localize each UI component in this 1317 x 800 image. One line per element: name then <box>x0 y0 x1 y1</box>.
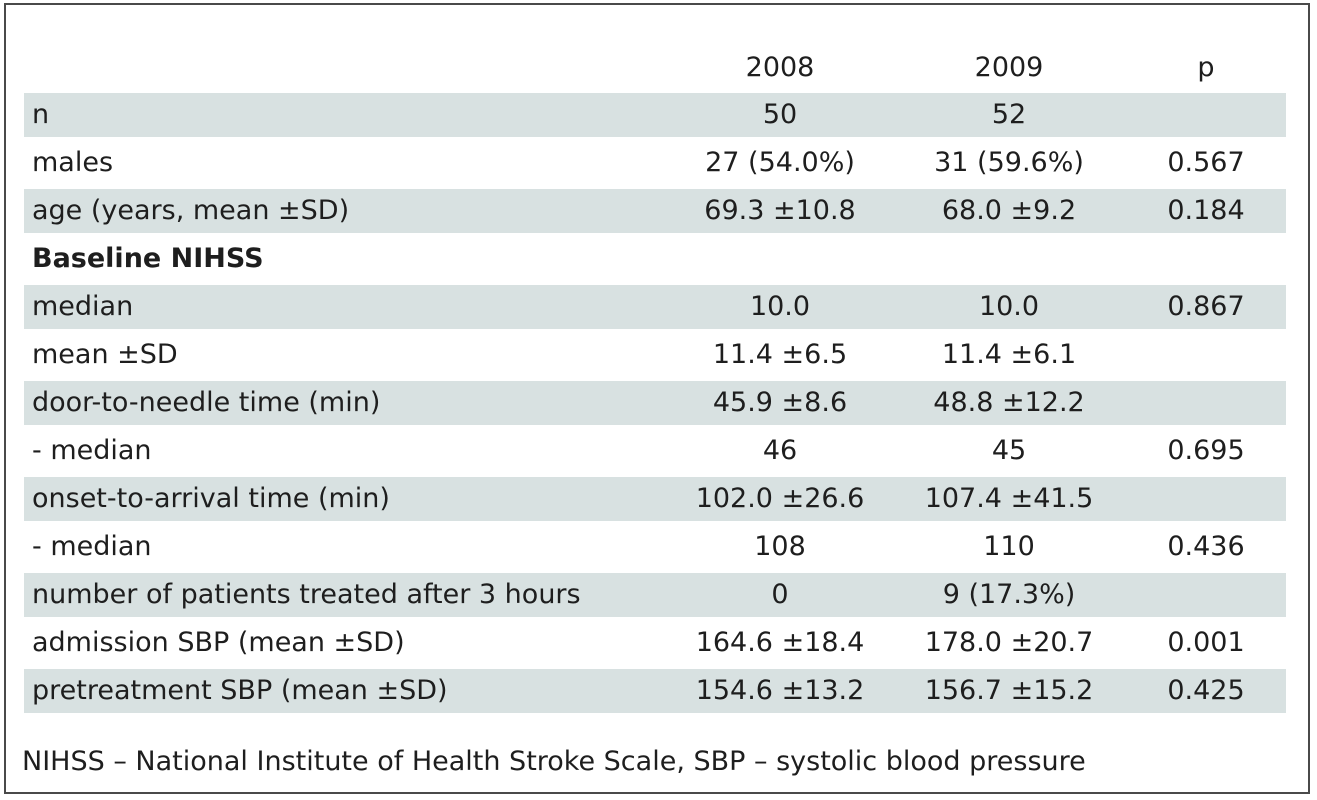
row-label: age (years, mean ±SD) <box>32 195 350 226</box>
table-row: males 27 (54.0%) 31 (59.6%) 0.567 <box>24 141 1286 185</box>
cell-2009: 11.4 ±6.1 <box>941 339 1077 370</box>
cell-2008: 45.9 ±8.6 <box>712 387 848 418</box>
row-label: - median <box>32 531 152 562</box>
cell-2009: 10.0 <box>978 291 1040 322</box>
cell-2009: 31 (59.6%) <box>934 147 1084 178</box>
cell-p: 0.425 <box>1167 675 1245 706</box>
data-table: 2008 2009 p n 50 52 males 27 (54.0%) 31 (59.6… <box>24 45 1286 717</box>
table-row: - median 108 110 0.436 <box>24 525 1286 569</box>
table-header-row: 2008 2009 p <box>24 45 1286 91</box>
cell-2008: 154.6 ±13.2 <box>695 675 865 706</box>
cell-2008: 69.3 ±10.8 <box>704 195 856 226</box>
table-body: n 50 52 males 27 (54.0%) 31 (59.6%) 0.567 age (… <box>24 93 1286 713</box>
row-label: mean ±SD <box>32 339 178 370</box>
row-label: door-to-needle time (min) <box>32 387 381 418</box>
row-label: males <box>32 147 114 178</box>
cell-2009: 48.8 ±12.2 <box>933 387 1085 418</box>
cell-p: 0.567 <box>1167 147 1245 178</box>
cell-2008: 50 <box>762 99 798 130</box>
row-label: admission SBP (mean ±SD) <box>32 627 405 658</box>
row-label: median <box>32 291 134 322</box>
cell-2008: 0 <box>771 579 789 610</box>
cell-2008: 10.0 <box>749 291 811 322</box>
cell-2009: 110 <box>983 531 1035 562</box>
cell-p: 0.184 <box>1167 195 1245 226</box>
cell-2008: 46 <box>762 435 798 466</box>
cell-2009: 9 (17.3%) <box>942 579 1076 610</box>
cell-p: 0.001 <box>1167 627 1245 658</box>
row-label: Baseline NIHSS <box>32 243 264 274</box>
row-label: number of patients treated after 3 hours <box>32 579 581 610</box>
table-row: onset-to-arrival time (min) 102.0 ±26.6 10… <box>24 477 1286 521</box>
header-p: p <box>1197 52 1215 83</box>
row-label: pretreatment SBP (mean ±SD) <box>32 675 448 706</box>
header-2009: 2009 <box>974 52 1044 83</box>
header-2008: 2008 <box>745 52 815 83</box>
table-frame <box>4 3 1310 794</box>
cell-2008: 27 (54.0%) <box>705 147 855 178</box>
table-row: pretreatment SBP (mean ±SD) 154.6 ±13.2 15… <box>24 669 1286 713</box>
cell-2008: 164.6 ±18.4 <box>695 627 865 658</box>
table-row: age (years, mean ±SD) 69.3 ±10.8 68.0 ±9.2… <box>24 189 1286 233</box>
table-row: median 10.0 10.0 0.867 <box>24 285 1286 329</box>
cell-2009: 107.4 ±41.5 <box>924 483 1094 514</box>
cell-2008: 102.0 ±26.6 <box>695 483 865 514</box>
cell-2009: 52 <box>991 99 1027 130</box>
table-row: Baseline NIHSS <box>24 237 1286 281</box>
row-label: onset-to-arrival time (min) <box>32 483 390 514</box>
table-row: - median 46 45 0.695 <box>24 429 1286 473</box>
cell-p: 0.695 <box>1167 435 1245 466</box>
cell-2008: 108 <box>754 531 806 562</box>
table-row: mean ±SD 11.4 ±6.5 11.4 ±6.1 <box>24 333 1286 377</box>
table-row: door-to-needle time (min) 45.9 ±8.6 48.8 ±… <box>24 381 1286 425</box>
table-row: admission SBP (mean ±SD) 164.6 ±18.4 178.0… <box>24 621 1286 665</box>
cell-2009: 45 <box>991 435 1027 466</box>
cell-2008: 11.4 ±6.5 <box>712 339 848 370</box>
cell-p: 0.867 <box>1167 291 1245 322</box>
cell-p: 0.436 <box>1167 531 1245 562</box>
row-label: n <box>32 99 50 130</box>
table-footnote: NIHSS – National Institute of Health Str… <box>22 746 1086 777</box>
table-row: number of patients treated after 3 hours… <box>24 573 1286 617</box>
cell-2009: 156.7 ±15.2 <box>924 675 1094 706</box>
cell-2009: 68.0 ±9.2 <box>941 195 1077 226</box>
row-label: - median <box>32 435 152 466</box>
cell-2009: 178.0 ±20.7 <box>924 627 1094 658</box>
table-row: n 50 52 <box>24 93 1286 137</box>
